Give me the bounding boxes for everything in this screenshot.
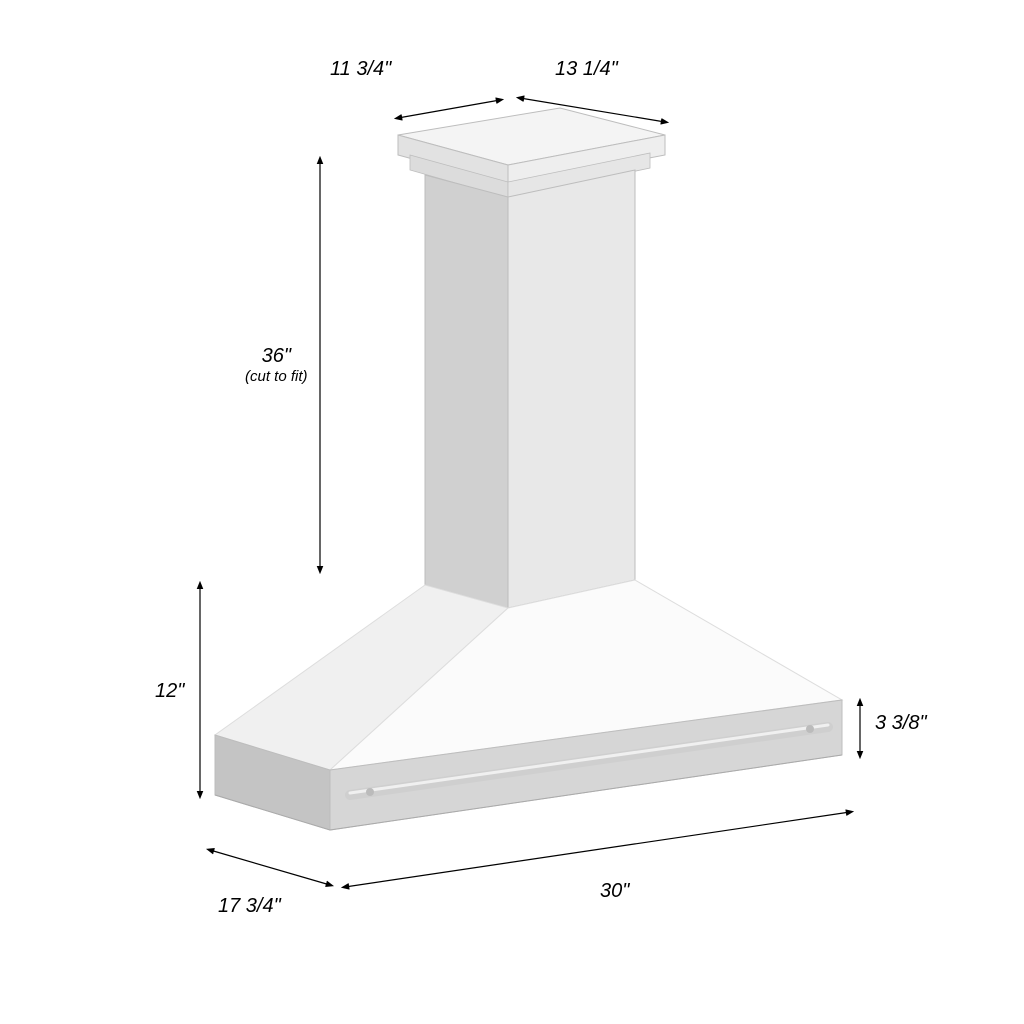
dim-depth: 17 3/4" — [218, 895, 281, 918]
dim-value: 11 3/4" — [330, 58, 391, 80]
chimney — [425, 170, 635, 608]
dim-value: 17 3/4" — [218, 895, 281, 917]
dim-value: 30" — [600, 880, 629, 902]
dim-value: 12" — [155, 680, 184, 702]
dim-top-right: 13 1/4" — [555, 58, 618, 81]
dim-chimney: 36" (cut to fit) — [245, 345, 308, 385]
dim-value: 36" — [262, 345, 291, 367]
dim-width: 30" — [600, 880, 629, 903]
dim-top-left: 11 3/4" — [330, 58, 391, 81]
product-illustration — [0, 0, 1024, 1024]
dimension-drawing: { "dimensions": { "top_left": { "value":… — [0, 0, 1024, 1024]
dim-band: 3 3/8" — [875, 712, 927, 735]
dim-value: 3 3/8" — [875, 712, 927, 734]
dim-note: (cut to fit) — [245, 368, 308, 385]
dim-hood-height: 12" — [155, 680, 184, 703]
dim-value: 13 1/4" — [555, 58, 618, 80]
